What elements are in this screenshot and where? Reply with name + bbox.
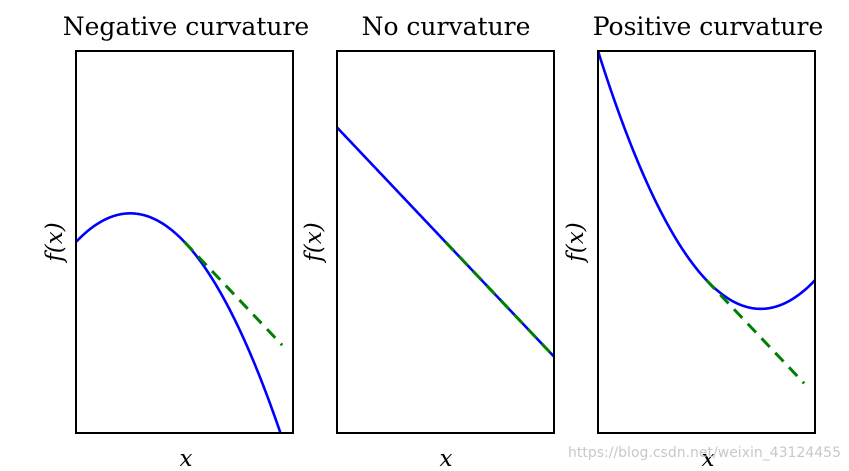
tangent-line (444, 240, 554, 358)
panel-positive-curvature: Positive curvature f(x) x (563, 12, 823, 471)
x-axis-label: x (180, 446, 193, 471)
tangent-line (183, 240, 284, 347)
y-axis-label: f(x) (301, 222, 327, 263)
panel-title: Negative curvature (63, 12, 309, 41)
tangent-line (705, 279, 806, 385)
y-axis-label: f(x) (42, 222, 68, 263)
plot-frame (75, 50, 294, 434)
y-axis-label: f(x) (563, 222, 589, 263)
watermark-url: https://blog.csdn.net/weixin_43124455 (567, 445, 841, 461)
plot-area (336, 50, 555, 434)
panel-negative-curvature: Negative curvature f(x) x (42, 12, 309, 471)
curve-line (598, 51, 815, 311)
x-axis-label: x (440, 446, 453, 471)
panel-title: Positive curvature (593, 12, 824, 41)
plot-frame (336, 50, 555, 434)
plot-area (75, 50, 294, 434)
panel-no-curvature: No curvature f(x) x (301, 12, 555, 471)
x-axis-label: x (702, 446, 715, 471)
plot-area (597, 50, 816, 434)
panel-title: No curvature (362, 12, 531, 41)
plot-frame (597, 50, 816, 434)
